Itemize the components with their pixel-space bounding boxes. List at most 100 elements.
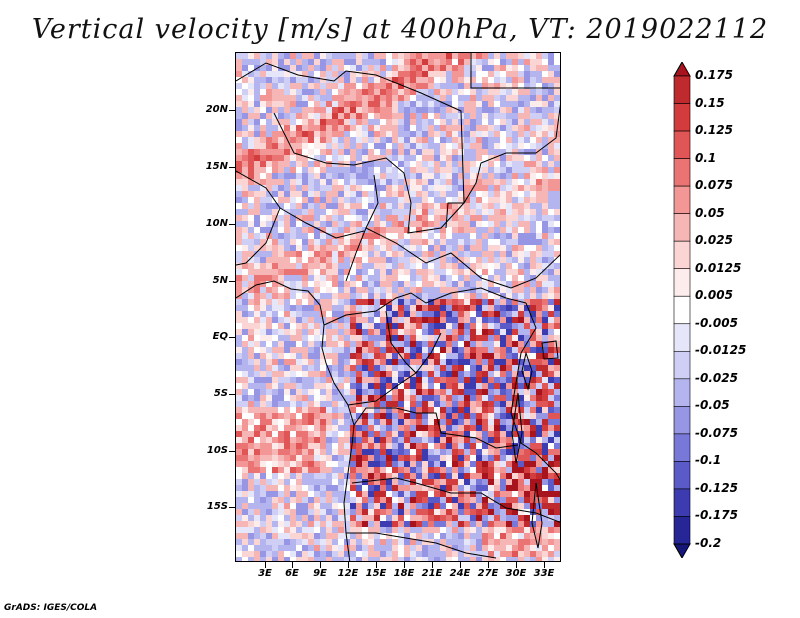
field-cell: [452, 527, 458, 533]
field-cell: [374, 323, 380, 329]
field-cell: [392, 65, 398, 71]
field-cell: [248, 515, 254, 521]
field-cell: [248, 353, 254, 359]
field-cell: [320, 419, 326, 425]
field-cell: [248, 299, 254, 305]
field-cell: [272, 335, 278, 341]
field-cell: [416, 479, 422, 485]
field-cell: [560, 65, 561, 71]
field-cell: [326, 557, 332, 561]
field-cell: [332, 359, 338, 365]
field-cell: [302, 275, 308, 281]
field-cell: [284, 461, 290, 467]
field-cell: [290, 305, 296, 311]
field-cell: [428, 389, 434, 395]
field-cell: [236, 461, 242, 467]
field-cell: [368, 389, 374, 395]
field-cell: [386, 203, 392, 209]
field-cell: [380, 113, 386, 119]
field-cell: [560, 527, 561, 533]
field-cell: [332, 197, 338, 203]
field-cell: [344, 557, 350, 561]
field-cell: [374, 275, 380, 281]
field-cell: [356, 191, 362, 197]
field-cell: [332, 125, 338, 131]
field-cell: [260, 335, 266, 341]
field-cell: [548, 161, 554, 167]
field-cell: [326, 479, 332, 485]
field-cell: [500, 89, 506, 95]
field-cell: [254, 377, 260, 383]
field-cell: [464, 521, 470, 527]
field-cell: [350, 527, 356, 533]
field-cell: [302, 383, 308, 389]
field-cell: [482, 275, 488, 281]
field-cell: [470, 413, 476, 419]
field-cell: [374, 557, 380, 561]
field-cell: [500, 431, 506, 437]
field-cell: [524, 401, 530, 407]
field-cell: [260, 551, 266, 557]
field-cell: [284, 281, 290, 287]
field-cell: [416, 437, 422, 443]
field-cell: [422, 473, 428, 479]
field-cell: [560, 359, 561, 365]
field-cell: [542, 287, 548, 293]
field-cell: [290, 329, 296, 335]
field-cell: [428, 407, 434, 413]
field-cell: [284, 443, 290, 449]
field-cell: [392, 59, 398, 65]
field-cell: [290, 263, 296, 269]
field-cell: [374, 59, 380, 65]
field-cell: [434, 551, 440, 557]
lat-label: 15N: [205, 161, 228, 172]
field-cell: [398, 233, 404, 239]
field-cell: [428, 371, 434, 377]
field-cell: [404, 413, 410, 419]
field-cell: [548, 407, 554, 413]
field-cell: [386, 59, 392, 65]
field-cell: [500, 269, 506, 275]
field-cell: [332, 323, 338, 329]
field-cell: [368, 353, 374, 359]
field-cell: [260, 557, 266, 561]
field-cell: [530, 215, 536, 221]
field-cell: [416, 341, 422, 347]
field-cell: [386, 521, 392, 527]
field-cell: [422, 311, 428, 317]
field-cell: [518, 221, 524, 227]
field-cell: [248, 167, 254, 173]
field-cell: [290, 509, 296, 515]
field-cell: [392, 209, 398, 215]
field-cell: [308, 365, 314, 371]
lake: [541, 340, 559, 360]
field-cell: [542, 269, 548, 275]
field-cell: [404, 545, 410, 551]
field-cell: [452, 281, 458, 287]
field-cell: [422, 419, 428, 425]
field-cell: [440, 329, 446, 335]
field-cell: [296, 113, 302, 119]
field-cell: [272, 155, 278, 161]
field-cell: [344, 395, 350, 401]
lat-label: 10N: [205, 218, 228, 229]
field-cell: [368, 179, 374, 185]
field-cell: [548, 107, 554, 113]
field-cell: [422, 527, 428, 533]
field-cell: [350, 359, 356, 365]
field-cell: [386, 191, 392, 197]
field-cell: [266, 419, 272, 425]
field-cell: [296, 545, 302, 551]
field-cell: [284, 329, 290, 335]
field-cell: [272, 545, 278, 551]
field-cell: [518, 287, 524, 293]
field-cell: [338, 359, 344, 365]
field-cell: [434, 311, 440, 317]
field-cell: [368, 203, 374, 209]
field-cell: [380, 179, 386, 185]
field-cell: [500, 545, 506, 551]
field-cell: [404, 359, 410, 365]
field-cell: [458, 533, 464, 539]
field-cell: [320, 323, 326, 329]
field-cell: [470, 335, 476, 341]
